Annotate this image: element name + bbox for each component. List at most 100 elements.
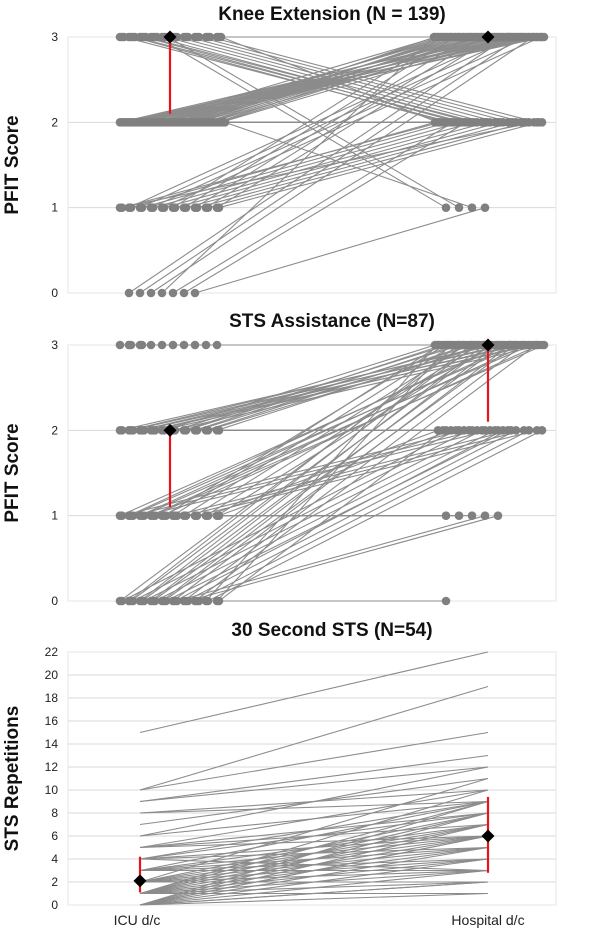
data-point	[137, 340, 147, 350]
data-point	[172, 596, 182, 606]
data-point	[209, 118, 219, 127]
data-point	[181, 426, 191, 435]
series-line	[139, 777, 489, 883]
data-point	[179, 340, 189, 350]
data-point	[135, 288, 145, 298]
series-line	[194, 207, 486, 294]
series-line	[128, 36, 508, 294]
data-point	[212, 340, 222, 350]
data-point	[518, 340, 528, 350]
series-line	[139, 800, 489, 906]
data-point	[181, 203, 191, 212]
y-axis-label: PFIT Score	[2, 423, 23, 522]
series-line	[134, 36, 465, 123]
series-line	[207, 429, 439, 517]
series-line	[185, 121, 501, 209]
series-line	[130, 344, 477, 602]
y-tick-label: 0	[51, 898, 58, 912]
series-line	[139, 823, 489, 895]
series-line	[205, 344, 470, 431]
series-line	[187, 36, 472, 123]
data-point	[480, 511, 490, 520]
series-line	[196, 429, 530, 602]
data-point	[181, 511, 191, 520]
series-line	[139, 766, 489, 837]
series-line	[163, 344, 516, 602]
data-point	[469, 118, 479, 127]
data-point	[493, 511, 503, 520]
y-tick-label: 16	[45, 714, 59, 728]
series-line	[130, 344, 519, 517]
data-point	[172, 32, 182, 42]
data-point	[524, 426, 534, 435]
series-line	[218, 429, 452, 517]
y-axis-label: STS Repetitions	[2, 706, 23, 852]
y-tick-label: 2	[51, 423, 58, 437]
series-line	[174, 121, 488, 209]
series-line	[165, 429, 509, 602]
series-line	[167, 36, 464, 123]
series-line	[207, 121, 527, 209]
data-point	[146, 340, 156, 350]
data-point	[497, 340, 507, 350]
plot-area	[67, 36, 557, 294]
series-line	[218, 429, 444, 602]
series-line	[119, 344, 496, 431]
series-line	[154, 429, 496, 602]
series-line	[156, 36, 451, 123]
series-line	[139, 36, 521, 294]
y-tick-label: 12	[45, 760, 59, 774]
data-point	[117, 203, 127, 212]
series-line	[139, 766, 489, 803]
series-line	[207, 429, 543, 602]
y-tick-label: 1	[51, 201, 58, 215]
series-line	[224, 121, 473, 209]
summary-marker	[481, 338, 495, 352]
data-point	[429, 32, 439, 42]
y-tick-label: 6	[51, 829, 58, 843]
y-tick-label: 0	[51, 286, 58, 300]
data-point	[203, 511, 213, 520]
y-tick-label: 8	[51, 806, 58, 820]
series-line	[165, 36, 446, 123]
data-point	[451, 426, 461, 435]
series-line	[134, 36, 537, 123]
series-line	[141, 344, 522, 431]
data-point	[201, 340, 211, 350]
data-point	[521, 118, 531, 127]
data-point	[157, 288, 167, 298]
data-point	[143, 118, 153, 127]
series-line	[139, 858, 489, 872]
chart-title: Knee Extension (N = 139)	[218, 4, 446, 25]
data-point	[467, 511, 477, 520]
summary-marker	[481, 829, 495, 843]
chart-panel-1: Knee Extension (N = 139) PFIT Score 0 1 2 3	[2, 4, 557, 300]
data-point	[441, 203, 451, 212]
data-point	[187, 118, 197, 127]
data-point	[203, 203, 213, 212]
data-point	[214, 203, 224, 212]
data-point	[536, 32, 546, 42]
data-point	[503, 426, 513, 435]
data-point	[179, 288, 189, 298]
data-point	[510, 340, 520, 350]
data-point	[220, 118, 230, 127]
series-line	[172, 36, 443, 209]
series-line	[205, 344, 438, 602]
series-line	[139, 344, 472, 602]
data-point	[471, 340, 481, 350]
summary-marker	[481, 30, 495, 44]
series-line	[185, 36, 454, 123]
series-line	[139, 800, 489, 895]
series-line	[196, 429, 538, 517]
series-line	[209, 36, 498, 123]
summary-marker	[163, 423, 177, 437]
data-point	[194, 596, 204, 606]
data-point	[157, 340, 167, 350]
y-tick-label: 14	[45, 737, 59, 751]
series-line	[139, 835, 489, 849]
data-point	[141, 32, 151, 42]
data-point	[192, 426, 202, 435]
series-line	[123, 36, 452, 123]
data-point	[128, 511, 138, 520]
